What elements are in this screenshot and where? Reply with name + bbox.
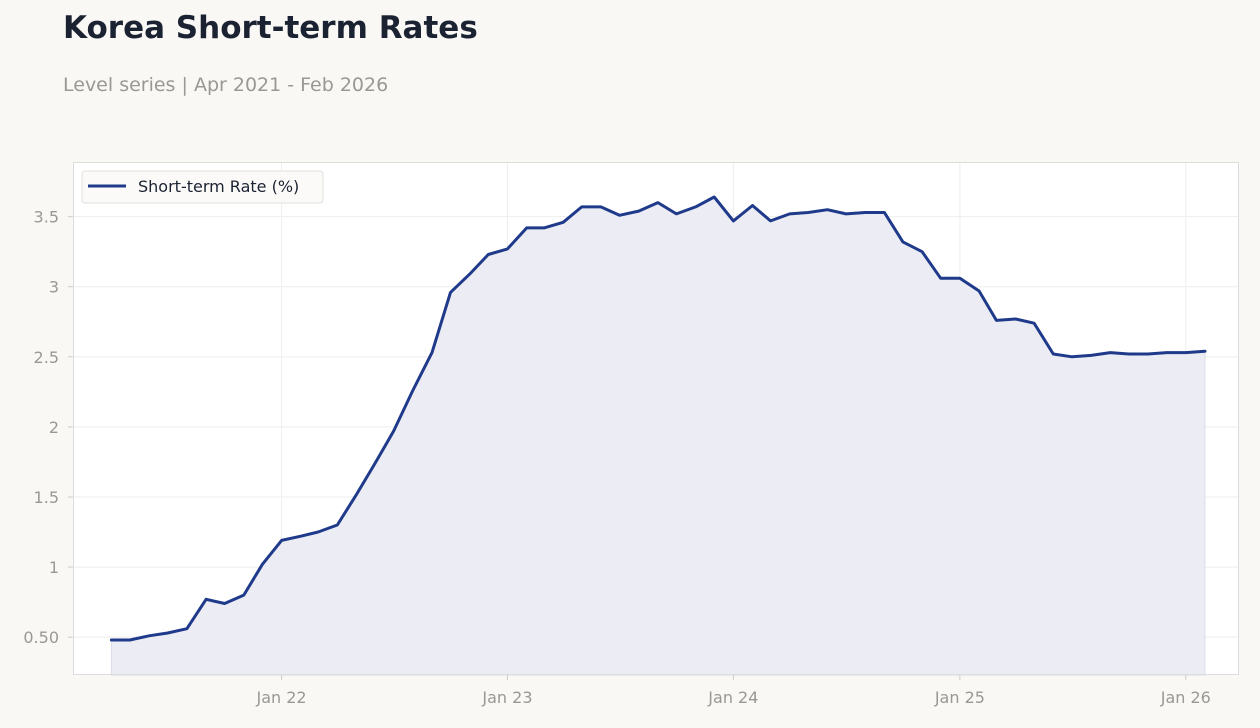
chart-subtitle: Level series | Apr 2021 - Feb 2026 <box>63 74 389 96</box>
y-tick-label: 2.5 <box>34 348 59 367</box>
y-tick-label: 3 <box>49 278 59 297</box>
legend: Short-term Rate (%) <box>81 170 324 204</box>
x-axis: Jan 22 Jan 23 Jan 24 Jan 25 Jan 26 <box>256 675 1211 707</box>
x-tick-label: Jan 23 <box>481 688 532 707</box>
y-tick-label: 0.50 <box>23 628 59 647</box>
chart-title: Korea Short-term Rates <box>63 10 478 46</box>
x-tick-label: Jan 22 <box>256 688 307 707</box>
x-tick-label: Jan 26 <box>1160 688 1211 707</box>
y-tick-label: 1.5 <box>34 488 59 507</box>
y-tick-label: 1 <box>49 558 59 577</box>
legend-label: Short-term Rate (%) <box>138 177 299 196</box>
y-tick-label: 2 <box>49 418 59 437</box>
plot-frame <box>73 162 1239 675</box>
x-tick-label: Jan 24 <box>707 688 758 707</box>
series-line <box>109 195 1207 642</box>
x-tick-label: Jan 25 <box>934 688 985 707</box>
y-tick-label: 3.5 <box>34 208 59 227</box>
legend-box <box>81 170 324 204</box>
y-axis: 0.50 1 1.5 2 2.5 3 3.5 <box>23 208 73 647</box>
